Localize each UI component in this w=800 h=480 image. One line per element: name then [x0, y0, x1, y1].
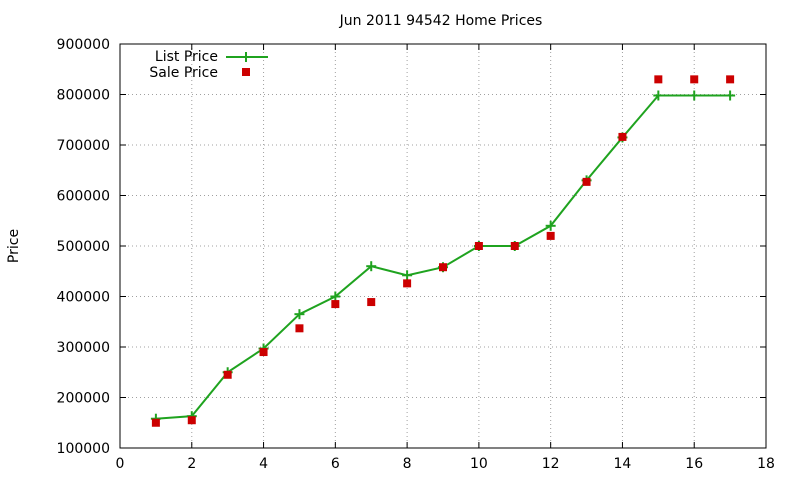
- point-list-price: [294, 309, 305, 320]
- point-sale-price: [654, 75, 663, 84]
- point-sale-price: [726, 75, 735, 84]
- y-tick-label: 500000: [57, 239, 110, 255]
- point-list-price: [545, 220, 556, 231]
- x-tick-labels: 0 2 4 6 8 10 12 14 16 18: [116, 456, 775, 472]
- y-tick-label: 100000: [57, 441, 110, 457]
- y-tick-label: 600000: [57, 189, 110, 205]
- point-sale-price: [439, 263, 447, 272]
- point-sale-price: [618, 132, 627, 141]
- x-tick-label: 0: [116, 456, 125, 472]
- point-list-price: [330, 291, 341, 302]
- point-sale-price: [295, 324, 304, 333]
- y-tick-label: 800000: [57, 88, 110, 104]
- y-axis-label: Price: [6, 229, 22, 263]
- series-line-list-price: [155, 94, 731, 420]
- point-sale-price: [582, 177, 591, 186]
- point-list-price: [653, 90, 664, 101]
- x-tick-label: 14: [614, 456, 632, 472]
- y-tick-label: 200000: [57, 391, 110, 407]
- series-list-price: [150, 90, 736, 424]
- x-tick-label: 6: [331, 456, 340, 472]
- point-sale-price: [331, 300, 340, 309]
- y-tick-label: 700000: [57, 138, 110, 154]
- y-tick-label: 900000: [57, 37, 110, 53]
- series-layer: [150, 75, 736, 427]
- legend-marker-list-price: [241, 52, 251, 62]
- point-sale-price: [223, 370, 232, 379]
- point-list-price: [402, 270, 413, 281]
- chart-title: Jun 2011 94542 Home Prices: [339, 13, 543, 29]
- series-sale-price: [151, 75, 735, 427]
- x-tick-label: 2: [187, 456, 196, 472]
- x-tick-label: 12: [542, 456, 560, 472]
- point-list-price: [725, 90, 736, 101]
- point-list-price: [689, 90, 700, 101]
- x-tick-label: 8: [403, 456, 412, 472]
- x-tick-label: 16: [685, 456, 703, 472]
- legend-label-sale-price: Sale Price: [149, 65, 218, 81]
- point-sale-price: [690, 75, 699, 84]
- point-sale-price: [546, 231, 555, 240]
- point-sale-price: [187, 416, 196, 425]
- y-tick-label: 300000: [57, 340, 110, 356]
- legend-label-list-price: List Price: [155, 49, 218, 65]
- grid-lines: [120, 44, 766, 448]
- y-tick-labels: 100000 200000 300000 400000 500000 600000 7000…: [57, 37, 110, 457]
- point-list-price: [366, 261, 377, 272]
- x-tick-label: 4: [259, 456, 268, 472]
- point-sale-price: [259, 348, 268, 357]
- point-sale-price: [403, 279, 412, 288]
- legend-marker-sale-price: [242, 68, 250, 76]
- point-sale-price: [367, 298, 376, 307]
- legend: List Price Sale Price: [149, 49, 268, 81]
- x-tick-label: 10: [470, 456, 488, 472]
- point-sale-price: [474, 242, 483, 250]
- point-sale-price: [151, 418, 160, 427]
- x-tick-label: 18: [757, 456, 775, 472]
- y-tick-label: 400000: [57, 290, 110, 306]
- point-sale-price: [510, 242, 519, 250]
- axis-ticks: [119, 43, 767, 449]
